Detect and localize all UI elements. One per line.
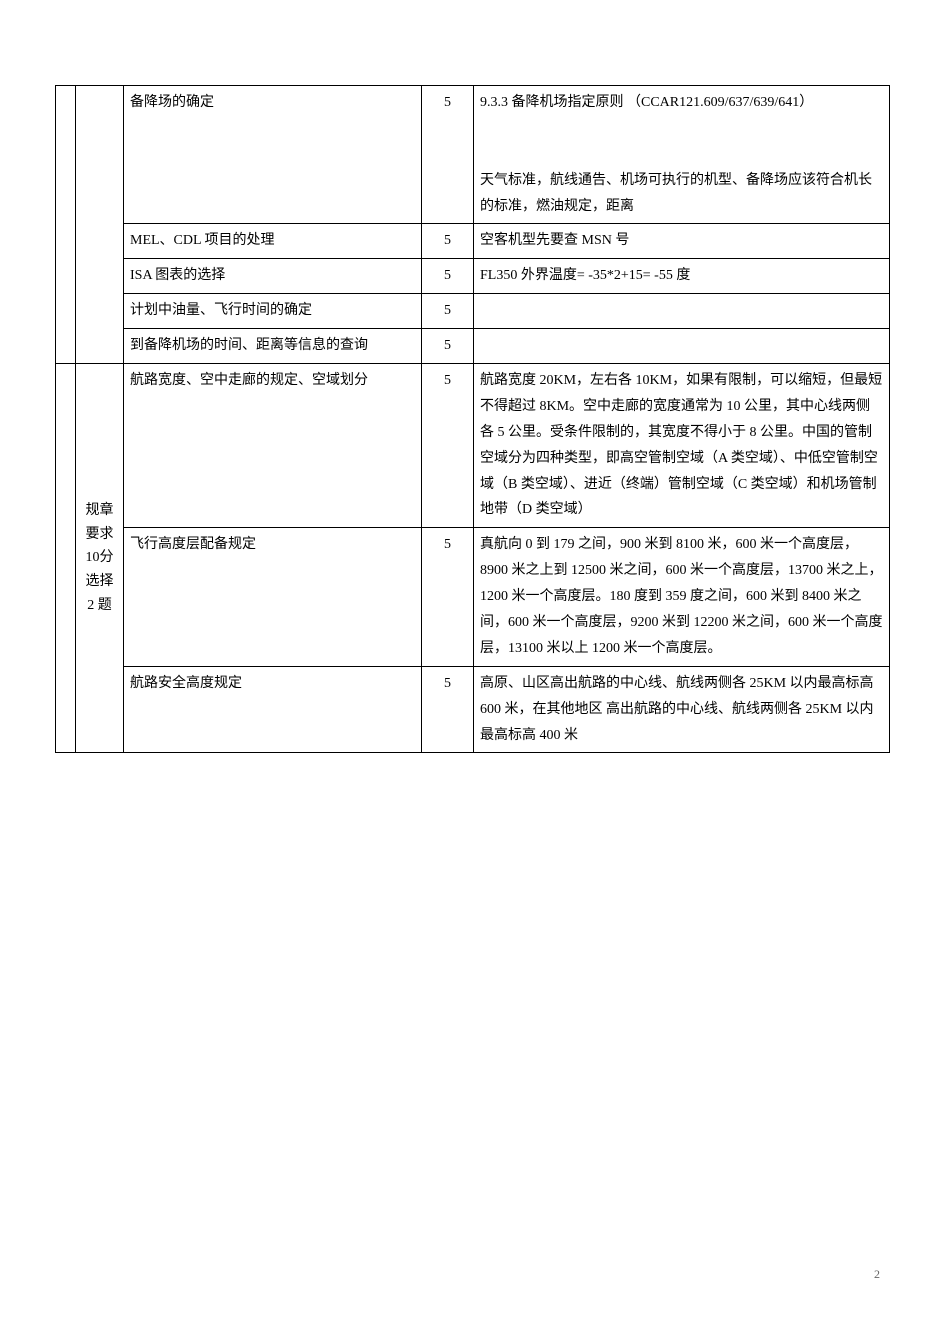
- score-cell: 5: [422, 259, 474, 294]
- table-row: 规章 要求 10分 选择 2 题 航路宽度、空中走廊的规定、空域划分 5 航路宽…: [56, 364, 890, 528]
- topic-cell: 到备降机场的时间、距离等信息的查询: [124, 329, 422, 364]
- topic-cell: 航路宽度、空中走廊的规定、空域划分: [124, 364, 422, 528]
- topic-cell: 飞行高度层配备规定: [124, 528, 422, 666]
- group2-col-b: 规章 要求 10分 选择 2 题: [76, 364, 124, 753]
- table-row: 计划中油量、飞行时间的确定 5: [56, 294, 890, 329]
- detail-cell: 真航向 0 到 179 之间，900 米到 8100 米，600 米一个高度层，…: [474, 528, 890, 666]
- page-number: 2: [874, 1267, 880, 1282]
- group1-col-b: [76, 86, 124, 364]
- table-row: 航路安全高度规定 5 高原、山区高出航路的中心线、航线两侧各 25KM 以内最高…: [56, 666, 890, 753]
- score-cell: 5: [422, 666, 474, 753]
- table-row: MEL、CDL 项目的处理 5 空客机型先要查 MSN 号: [56, 224, 890, 259]
- topic-cell: MEL、CDL 项目的处理: [124, 224, 422, 259]
- score-cell: 5: [422, 329, 474, 364]
- detail-cell: 高原、山区高出航路的中心线、航线两侧各 25KM 以内最高标高 600 米，在其…: [474, 666, 890, 753]
- group1-col-a: [56, 86, 76, 364]
- detail-cell: 航路宽度 20KM，左右各 10KM，如果有限制，可以缩短，但最短不得超过 8K…: [474, 364, 890, 528]
- score-cell: 5: [422, 528, 474, 666]
- topic-cell: 航路安全高度规定: [124, 666, 422, 753]
- detail-cell: 空客机型先要查 MSN 号: [474, 224, 890, 259]
- table-row: ISA 图表的选择 5 FL350 外界温度= -35*2+15= -55 度: [56, 259, 890, 294]
- detail-cell: [474, 294, 890, 329]
- score-cell: 5: [422, 224, 474, 259]
- table-row: 备降场的确定 5 9.3.3 备降机场指定原则 （CCAR121.609/637…: [56, 86, 890, 224]
- score-cell: 5: [422, 86, 474, 224]
- document-table: 备降场的确定 5 9.3.3 备降机场指定原则 （CCAR121.609/637…: [55, 85, 890, 753]
- detail-cell: [474, 329, 890, 364]
- score-cell: 5: [422, 364, 474, 528]
- topic-cell: 计划中油量、飞行时间的确定: [124, 294, 422, 329]
- score-cell: 5: [422, 294, 474, 329]
- topic-cell: 备降场的确定: [124, 86, 422, 224]
- table-row: 到备降机场的时间、距离等信息的查询 5: [56, 329, 890, 364]
- detail-cell: FL350 外界温度= -35*2+15= -55 度: [474, 259, 890, 294]
- group2-col-a: [56, 364, 76, 753]
- detail-cell: 9.3.3 备降机场指定原则 （CCAR121.609/637/639/641）…: [474, 86, 890, 224]
- topic-cell: ISA 图表的选择: [124, 259, 422, 294]
- table-row: 飞行高度层配备规定 5 真航向 0 到 179 之间，900 米到 8100 米…: [56, 528, 890, 666]
